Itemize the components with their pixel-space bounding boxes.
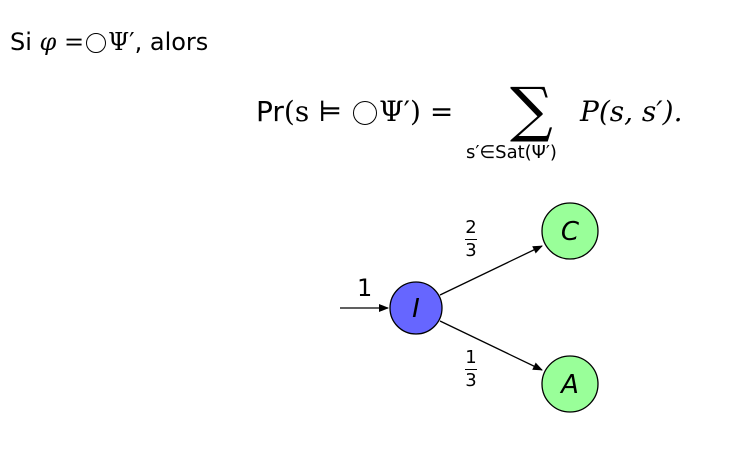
formula-lhs-open: (s ⊨ xyxy=(283,95,352,128)
sum-subscript: s′∈Sat(Ψ′) xyxy=(466,142,557,163)
fraction-numerator: 2 xyxy=(465,217,477,238)
sum-symbol: ∑ xyxy=(510,75,553,145)
statement-line: Si φ = Ψ′, alors xyxy=(10,26,208,58)
state-c-circle xyxy=(541,202,599,260)
state-a-circle xyxy=(541,355,599,413)
fraction-bar xyxy=(465,239,477,241)
state-c: C xyxy=(541,202,599,260)
fraction-denominator: 3 xyxy=(465,370,477,392)
edge-i-c-probability: 2 3 xyxy=(465,218,477,261)
psi-prime: Ψ′ xyxy=(108,28,135,56)
state-c-label: C xyxy=(561,217,580,247)
fraction-numerator: 1 xyxy=(465,347,477,368)
initial-probability-label: 1 xyxy=(357,274,373,302)
statement-prefix: Si xyxy=(10,28,32,56)
phi-symbol: φ xyxy=(39,28,57,56)
state-i: I xyxy=(389,281,443,335)
next-operator-icon xyxy=(86,33,107,53)
state-i-label: I xyxy=(412,294,420,324)
formula-rhs: P(s, s′). xyxy=(580,95,683,128)
edge-i-c xyxy=(439,245,543,296)
next-operator-icon xyxy=(353,101,378,125)
statement-suffix: , alors xyxy=(134,28,209,56)
state-i-circle xyxy=(389,281,443,335)
state-a-label: A xyxy=(559,370,579,400)
state-a: A xyxy=(541,355,599,413)
edge-i-a xyxy=(439,320,543,371)
formula-lhs-close: Ψ′) = xyxy=(379,95,454,128)
edge-i-a-probability: 1 3 xyxy=(465,348,477,391)
fraction-bar xyxy=(465,369,477,371)
formula-lhs: Pr(s ⊨ Ψ′) = xyxy=(256,92,453,132)
fraction-denominator: 3 xyxy=(465,240,477,262)
formula-pr: Pr xyxy=(256,95,284,128)
equals-sign: = xyxy=(64,28,85,56)
